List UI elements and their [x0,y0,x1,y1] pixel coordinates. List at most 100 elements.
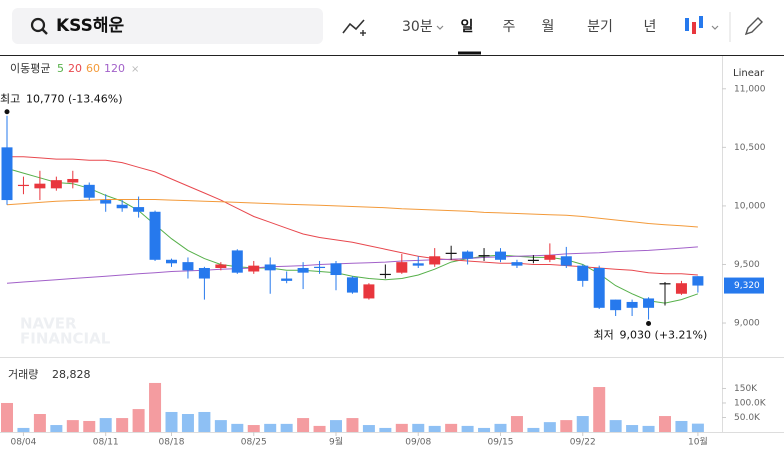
x-tick-label: 9월 [329,436,343,448]
candle-body [462,251,474,259]
volume-bar [66,420,79,432]
extreme-dot [646,321,652,327]
volume-bar [543,422,556,432]
candle-body [560,256,572,266]
candle-body [1,147,13,201]
candle-body [83,184,95,198]
candle-body [314,266,326,269]
volume-bar [330,420,342,432]
volume-bar [379,427,392,432]
x-tick-label: 10월 [688,436,708,448]
extreme-value: 10,770 (-13.46%) [26,93,122,106]
volume-bar [214,420,227,432]
volume-bar [50,425,63,432]
x-tick-label: 09/15 [488,438,514,448]
period-button[interactable]: 월 [542,19,555,35]
candle-body [643,298,655,308]
candle-body [50,180,62,189]
candle-icon[interactable] [685,18,689,31]
legend-close: × [131,64,139,75]
indicator-icon[interactable] [342,19,365,34]
candle-body [198,267,210,279]
volume-bar [494,423,507,432]
volume-bar [198,411,211,432]
candle-body [379,273,391,276]
volume-bar [346,418,359,432]
volume-value: 28,828 [52,368,91,381]
period-button[interactable]: 년 [644,19,657,35]
legend-entry: 60 [86,62,100,75]
candle-icon [692,22,696,34]
scale-button[interactable]: Linear [733,68,765,79]
candle-body [149,211,161,260]
candle-body [412,263,424,266]
volume-bar [181,414,194,432]
volume-bar [247,425,260,432]
volume-bar [1,402,13,432]
period-button[interactable]: 분기 [587,19,613,35]
volume-bar [461,425,474,432]
volume-bar [659,416,671,432]
y-tick-label: 150K [734,384,758,394]
x-tick-label: 08/18 [159,438,185,448]
search-icon [30,17,46,33]
legend-entry: 120 [104,62,125,75]
volume-bar [395,423,408,432]
volume-bar [264,423,277,432]
candle-body [626,301,638,308]
x-tick-label: 09/22 [570,438,596,448]
volume-bar [313,425,326,432]
y-tick-label: 11,000 [734,84,766,94]
candle-body [133,207,145,212]
candle-body [478,255,490,257]
period-button[interactable]: 주 [503,19,516,35]
volume-bar [445,423,458,432]
legend-entry: 20 [68,62,82,75]
ma-line [7,156,698,276]
candle-body [100,200,112,204]
candle-body [429,256,441,265]
volume-bar [576,416,589,432]
watermark: FINANCIAL [20,330,111,348]
volume-bar [362,425,375,432]
x-tick-label: 08/25 [241,438,267,448]
period-button[interactable]: 일 [461,19,474,35]
volume-bar [149,382,162,432]
volume-bar [609,420,622,432]
volume-bar [165,411,178,432]
volume-bar [560,420,573,432]
volume-bar [231,423,244,432]
extreme-dot [4,109,10,115]
search-icon [41,28,48,35]
candle-body [297,267,309,273]
draw-icon[interactable] [744,17,763,36]
legend-entry: 5 [57,62,64,75]
interval-button[interactable]: 30분 [402,19,433,35]
candle-body [67,178,79,183]
search-box[interactable] [12,8,323,44]
volume-bar [33,414,46,432]
dropdown-arrow [711,25,719,30]
volume-bar [17,427,30,432]
candle-body [363,284,375,299]
candle-body [330,263,342,276]
candle-body [281,278,293,281]
volume-bar [691,423,704,432]
candle-body [396,262,408,273]
volume-bar [642,425,655,432]
ma-line [6,246,698,284]
volume-bar [626,425,639,432]
candle-body [675,283,687,294]
candle-body [544,255,556,260]
candle-body [34,183,46,189]
x-tick-label: 08/11 [93,438,119,448]
extreme-label: 최저 [594,329,614,342]
ma-line [6,199,698,228]
y-tick-label: 100.0K [734,398,767,408]
search-text[interactable]: KSS해운 [56,16,125,36]
volume-bar [428,425,441,432]
candle-body [610,299,622,311]
candle-body [445,252,457,254]
candle-body [116,204,128,209]
